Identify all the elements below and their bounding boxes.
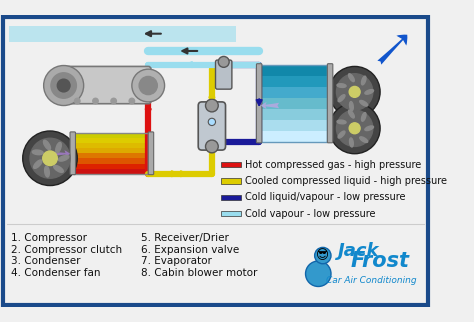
Ellipse shape <box>32 150 43 155</box>
FancyBboxPatch shape <box>73 148 148 153</box>
FancyBboxPatch shape <box>221 162 241 167</box>
Text: Frost: Frost <box>350 251 409 271</box>
Circle shape <box>337 74 373 110</box>
FancyBboxPatch shape <box>73 164 148 169</box>
Ellipse shape <box>45 166 49 177</box>
Text: Cold liquid/vapour - low pressure: Cold liquid/vapour - low pressure <box>245 192 405 202</box>
Circle shape <box>329 66 380 117</box>
FancyBboxPatch shape <box>73 133 148 138</box>
Circle shape <box>218 56 229 67</box>
Text: Jack: Jack <box>338 242 380 260</box>
Circle shape <box>139 76 157 95</box>
Ellipse shape <box>348 110 354 118</box>
Text: Cold vapour - low pressure: Cold vapour - low pressure <box>245 209 375 219</box>
Ellipse shape <box>365 126 374 131</box>
FancyBboxPatch shape <box>61 66 151 104</box>
Text: 7. Evaporator: 7. Evaporator <box>141 257 212 267</box>
Circle shape <box>132 69 164 102</box>
Ellipse shape <box>56 142 61 153</box>
FancyBboxPatch shape <box>256 64 262 143</box>
FancyBboxPatch shape <box>221 194 241 200</box>
FancyBboxPatch shape <box>70 132 75 175</box>
Ellipse shape <box>362 76 366 85</box>
Ellipse shape <box>365 90 374 94</box>
Circle shape <box>23 131 77 185</box>
Circle shape <box>111 98 117 104</box>
Text: Car Air Conditioning: Car Air Conditioning <box>326 276 416 285</box>
FancyBboxPatch shape <box>3 17 428 305</box>
Text: Hot compressed gas - high pressure: Hot compressed gas - high pressure <box>245 160 421 170</box>
Circle shape <box>329 103 380 154</box>
FancyBboxPatch shape <box>259 76 328 87</box>
Circle shape <box>43 151 57 166</box>
FancyBboxPatch shape <box>73 158 148 164</box>
Ellipse shape <box>337 120 346 124</box>
Ellipse shape <box>338 131 345 138</box>
Ellipse shape <box>348 74 354 82</box>
Circle shape <box>208 118 216 126</box>
Ellipse shape <box>360 137 368 142</box>
Circle shape <box>349 123 360 134</box>
Circle shape <box>206 140 218 153</box>
Text: 4. Condenser fan: 4. Condenser fan <box>11 268 100 278</box>
Ellipse shape <box>360 100 368 106</box>
FancyBboxPatch shape <box>259 120 328 131</box>
Ellipse shape <box>349 138 353 147</box>
Ellipse shape <box>58 156 69 161</box>
Circle shape <box>337 110 373 147</box>
FancyBboxPatch shape <box>221 211 241 216</box>
Ellipse shape <box>349 101 353 110</box>
Circle shape <box>44 65 83 106</box>
Text: 6. Expansion valve: 6. Expansion valve <box>141 245 239 255</box>
Text: 5. Receiver/Drier: 5. Receiver/Drier <box>141 233 229 243</box>
FancyBboxPatch shape <box>259 65 328 76</box>
Circle shape <box>93 98 98 104</box>
FancyBboxPatch shape <box>328 64 333 143</box>
FancyBboxPatch shape <box>259 109 328 120</box>
Text: 8. Cabin blower motor: 8. Cabin blower motor <box>141 268 257 278</box>
FancyBboxPatch shape <box>9 25 237 42</box>
FancyBboxPatch shape <box>73 143 148 148</box>
Text: 3. Condenser: 3. Condenser <box>11 257 81 267</box>
FancyBboxPatch shape <box>73 169 148 174</box>
FancyBboxPatch shape <box>73 138 148 143</box>
Ellipse shape <box>338 95 345 102</box>
Circle shape <box>30 138 70 178</box>
Circle shape <box>349 86 360 97</box>
FancyBboxPatch shape <box>148 132 154 175</box>
FancyBboxPatch shape <box>259 87 328 98</box>
Text: 😎: 😎 <box>316 249 329 262</box>
Circle shape <box>206 99 218 112</box>
Text: Cooled compressed liquid - high pressure: Cooled compressed liquid - high pressure <box>245 176 447 186</box>
Circle shape <box>306 261 331 287</box>
Ellipse shape <box>34 160 42 168</box>
FancyBboxPatch shape <box>259 131 328 142</box>
FancyBboxPatch shape <box>259 98 328 109</box>
Ellipse shape <box>54 166 64 172</box>
Circle shape <box>74 98 80 104</box>
FancyBboxPatch shape <box>221 178 241 184</box>
FancyBboxPatch shape <box>73 153 148 158</box>
Ellipse shape <box>44 140 51 150</box>
Text: 2. Compressor clutch: 2. Compressor clutch <box>11 245 122 255</box>
Circle shape <box>129 98 135 104</box>
Ellipse shape <box>337 84 346 88</box>
Circle shape <box>315 247 331 264</box>
FancyBboxPatch shape <box>216 60 232 89</box>
Text: 1. Compressor: 1. Compressor <box>11 233 87 243</box>
FancyBboxPatch shape <box>198 102 226 150</box>
Circle shape <box>51 73 76 98</box>
Ellipse shape <box>362 112 366 121</box>
Circle shape <box>57 79 70 92</box>
